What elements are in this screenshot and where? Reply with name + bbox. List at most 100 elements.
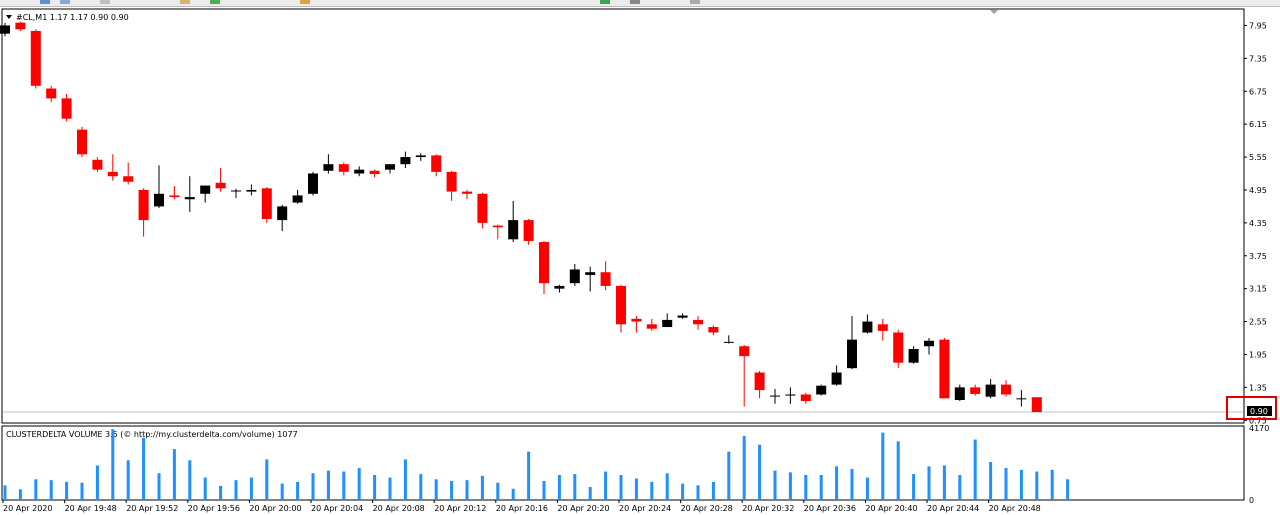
candle-body (554, 285, 565, 289)
volume-bar (573, 474, 577, 500)
candle (1001, 380, 1011, 397)
candle-body (400, 157, 411, 165)
price-tick-label: 4.35 (1249, 219, 1267, 228)
candle-body (462, 191, 472, 194)
candle-body (338, 164, 349, 172)
candle-body (354, 169, 365, 174)
candle (462, 189, 472, 200)
time-tick-label: 20 Apr 20:36 (804, 504, 856, 513)
volume-bar (111, 429, 115, 500)
time-tick-label: 20 Apr 20:32 (742, 504, 794, 513)
candle-body (508, 220, 519, 240)
time-tick-label: 20 Apr 20:20 (557, 504, 609, 513)
candle-body (723, 341, 734, 343)
volume-bar (819, 474, 823, 500)
volume-bar (727, 451, 731, 500)
price-tick-label: 3.15 (1249, 285, 1267, 294)
toolbar-icon-6[interactable] (300, 0, 310, 4)
candle (215, 168, 226, 192)
volume-bar (804, 474, 808, 500)
candle (523, 219, 534, 245)
candle (893, 329, 904, 369)
candle-body (616, 285, 626, 325)
candle (323, 154, 334, 174)
candle-body (877, 324, 888, 331)
toolbar-icon-1[interactable] (40, 0, 50, 4)
time-tick-label: 20 Apr 20:08 (373, 504, 425, 513)
dropdown-arrow-icon[interactable] (6, 15, 12, 19)
toolbar-icon-4[interactable] (180, 0, 190, 4)
price-axis: 7.95 7.35 6.75 6.15 5.55 4.95 4.35 3.75 3.15 2.55… (1244, 21, 1267, 425)
volume-bar (465, 480, 469, 500)
price-tick-label: 5.55 (1249, 153, 1267, 162)
candle-body (862, 321, 873, 333)
candles-group (0, 21, 1042, 413)
candle (970, 384, 981, 396)
volume-bar (927, 466, 931, 500)
current-price-label-bg (1247, 406, 1272, 416)
time-tick-label: 20 Apr 20:24 (619, 504, 671, 513)
volume-bar (172, 449, 176, 500)
candle-body (523, 220, 534, 241)
toolbar-icon-3[interactable] (100, 0, 110, 4)
candle (569, 263, 580, 286)
candle-body (0, 25, 10, 34)
candle (107, 154, 118, 181)
candle (169, 186, 180, 200)
current-price-label: 0.90 (1250, 407, 1268, 416)
candle (662, 313, 673, 328)
toolbar-icon-9[interactable] (690, 0, 700, 4)
volume-bar (265, 459, 269, 500)
candle-body (169, 195, 180, 198)
volume-bar (388, 477, 392, 500)
toolbar-icon-8[interactable] (630, 0, 640, 4)
candle-body (308, 173, 318, 194)
candle-body (261, 188, 272, 220)
volume-bar (989, 462, 993, 500)
candle (539, 240, 549, 295)
candle-body (631, 318, 642, 322)
price-tick-label: 7.95 (1249, 21, 1267, 30)
candle (877, 318, 888, 341)
candle-body (1016, 398, 1027, 400)
candle-body (585, 272, 596, 275)
chart-shift-icon[interactable] (990, 10, 998, 14)
candle (616, 284, 626, 333)
volume-bar (419, 474, 423, 500)
candle (385, 164, 395, 174)
volume-bar (942, 465, 946, 500)
volume-bar (357, 468, 361, 500)
candle (200, 185, 211, 203)
volume-bar (696, 485, 700, 500)
candle-body (770, 395, 780, 397)
volume-bar (634, 478, 638, 500)
time-tick-label: 20 Apr 19:56 (188, 504, 240, 513)
price-tick-label: 4.95 (1249, 186, 1267, 195)
candle (292, 189, 303, 204)
volume-bar (342, 471, 346, 500)
candle (646, 318, 657, 331)
volume-bar (1035, 471, 1039, 500)
volume-axis: 4170 0 (1249, 424, 1269, 505)
current-price-highlight-box (1226, 396, 1277, 420)
time-tick-label: 20 Apr 19:52 (126, 504, 178, 513)
candle (30, 29, 41, 89)
candle-body (215, 182, 226, 189)
candle (477, 192, 488, 229)
toolbar-icon-7[interactable] (600, 0, 610, 4)
toolbar-icon-2[interactable] (60, 0, 70, 4)
time-axis: 20 Apr 2020 20 Apr 19:48 20 Apr 19:52 20 Ap… (2, 500, 1041, 513)
volume-bar (49, 480, 53, 500)
candle (677, 313, 688, 319)
time-tick-label: 20 Apr 20:28 (681, 504, 733, 513)
volume-bar (219, 485, 223, 500)
toolbar-icon-5[interactable] (210, 0, 220, 4)
volume-bar (157, 473, 161, 500)
volume-bar (80, 482, 84, 500)
time-tick-label: 20 Apr 20:00 (249, 504, 301, 513)
candle (277, 204, 288, 232)
candle (554, 284, 565, 293)
candle-body (292, 195, 303, 203)
volume-bars-group (3, 429, 1070, 500)
